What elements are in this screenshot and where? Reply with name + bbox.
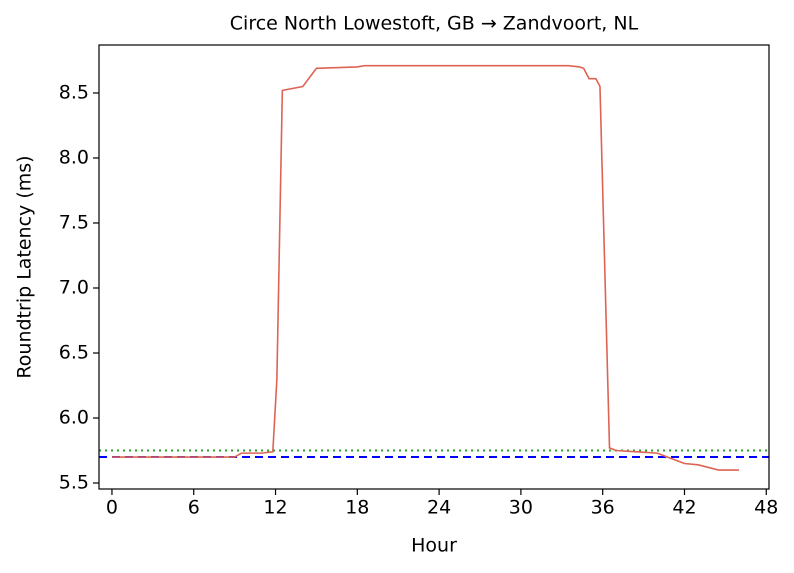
y-tick-label: 6.5 (59, 342, 89, 364)
y-tick-label: 5.5 (59, 472, 89, 494)
x-tick-label: 0 (106, 497, 118, 519)
chart-title: Circe North Lowestoft, GB → Zandvoort, N… (230, 13, 639, 35)
y-tick-label: 8.5 (59, 81, 89, 103)
x-tick-label: 36 (591, 497, 615, 519)
y-tick-label: 7.0 (59, 276, 89, 298)
y-tick-label: 6.0 (59, 407, 89, 429)
y-tick-label: 8.0 (59, 146, 89, 168)
y-axis-label: Roundtrip Latency (ms) (14, 155, 36, 378)
x-tick-label: 30 (509, 497, 533, 519)
x-tick-label: 24 (427, 497, 451, 519)
x-tick-label: 42 (672, 497, 696, 519)
x-tick-label: 48 (754, 497, 778, 519)
data-line (111, 64, 740, 471)
y-tick-label: 7.5 (59, 211, 89, 233)
x-tick-label: 12 (263, 497, 287, 519)
x-tick-label: 18 (345, 497, 369, 519)
x-axis-label: Hour (411, 535, 457, 557)
plot-frame (98, 44, 770, 490)
x-tick-label: 6 (188, 497, 200, 519)
